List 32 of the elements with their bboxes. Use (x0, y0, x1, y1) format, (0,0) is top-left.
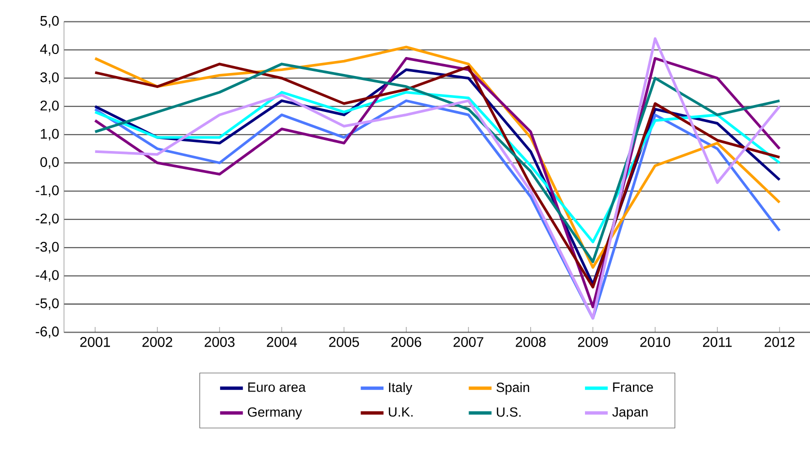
y-tick-label: 4,0 (40, 44, 59, 56)
y-tick-label: -5,0 (36, 298, 59, 310)
x-tick-label: 2010 (640, 337, 670, 347)
legend-label: U.K. (388, 407, 413, 417)
legend-label: Spain (496, 382, 530, 395)
y-tick-label: -6,0 (36, 326, 59, 338)
legend-label: U.S. (496, 407, 521, 417)
y-tick-label: 5,0 (40, 16, 59, 28)
legend-label: Italy (389, 382, 412, 395)
y-tick-label: 2,0 (40, 100, 59, 112)
y-tick-label: 3,0 (40, 72, 59, 84)
legend-label: Japan (612, 407, 648, 420)
legend-label: Euro area (248, 382, 306, 392)
x-tick-label: 2009 (578, 337, 608, 347)
x-tick-label: 2012 (764, 337, 794, 347)
legend-label: France (613, 382, 653, 392)
x-tick-label: 2006 (391, 337, 422, 347)
x-tick-label: 2005 (329, 337, 359, 347)
y-tick-label: -3,0 (36, 242, 59, 254)
x-tick-label: 2011 (703, 337, 732, 347)
y-tick-label: -4,0 (36, 270, 59, 282)
x-tick-label: 2001 (80, 337, 110, 347)
y-tick-label: 0,0 (40, 157, 59, 169)
x-tick-label: 2003 (204, 337, 235, 347)
x-tick-label: 2007 (454, 337, 484, 347)
y-tick-label: 1,0 (40, 128, 59, 140)
x-tick-label: 2004 (266, 337, 297, 347)
y-tick-label: -1,0 (36, 185, 59, 197)
y-tick-label: -2,0 (36, 214, 59, 226)
x-tick-label: 2002 (142, 337, 172, 347)
x-tick-label: 2008 (516, 337, 546, 347)
legend-label: Germany (248, 407, 302, 420)
